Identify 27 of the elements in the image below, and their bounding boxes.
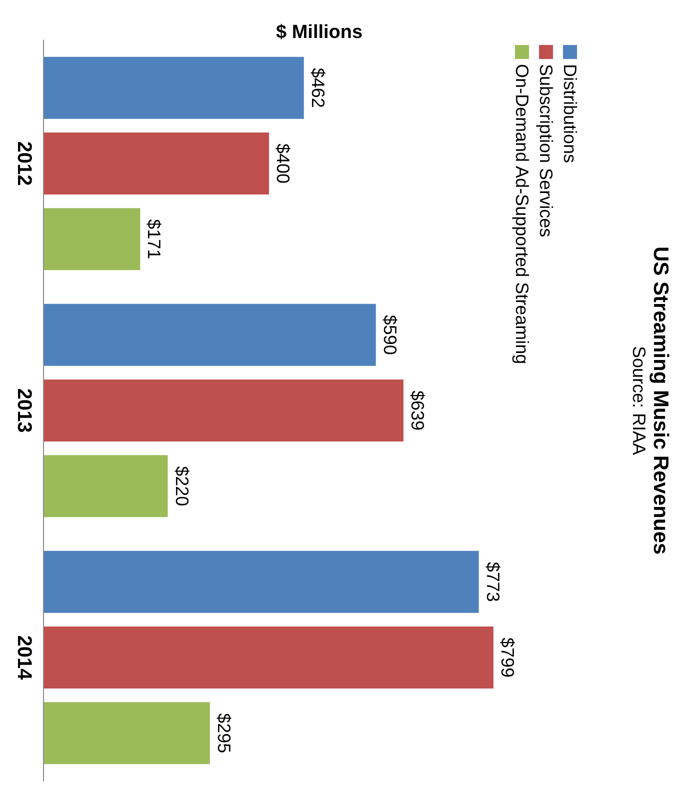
legend-label: Distributions: [560, 64, 580, 164]
text: Source: RIAA: [629, 346, 649, 456]
legend-label: Subscription Services: [536, 64, 556, 238]
data-label: $462: [308, 68, 328, 108]
bar: [44, 550, 479, 613]
y-tick-label: 2013: [13, 388, 35, 433]
legend-label: On-Demand Ad-Supported Streaming: [512, 64, 532, 364]
data-label: $590: [380, 314, 400, 355]
data-label: $295: [214, 713, 234, 754]
data-label: $171: [144, 219, 164, 260]
bar: [44, 380, 404, 442]
data-label: $773: [482, 562, 503, 602]
y-tick-label: 2012: [13, 141, 35, 186]
bar: [44, 304, 376, 366]
data-label: $220: [172, 466, 192, 506]
text: US Streaming Music Revenues: [649, 246, 672, 555]
y-axis-title: $ Millions: [276, 22, 363, 44]
bar: [44, 132, 269, 194]
bar: [44, 455, 168, 518]
y-tick-label: 2014: [13, 635, 35, 681]
bar: [44, 208, 140, 270]
bar: [44, 56, 304, 119]
bar: [44, 702, 210, 764]
data-label: $400: [273, 143, 293, 184]
data-label: $799: [497, 637, 518, 678]
data-label: $639: [407, 390, 428, 431]
bar: [44, 626, 494, 688]
